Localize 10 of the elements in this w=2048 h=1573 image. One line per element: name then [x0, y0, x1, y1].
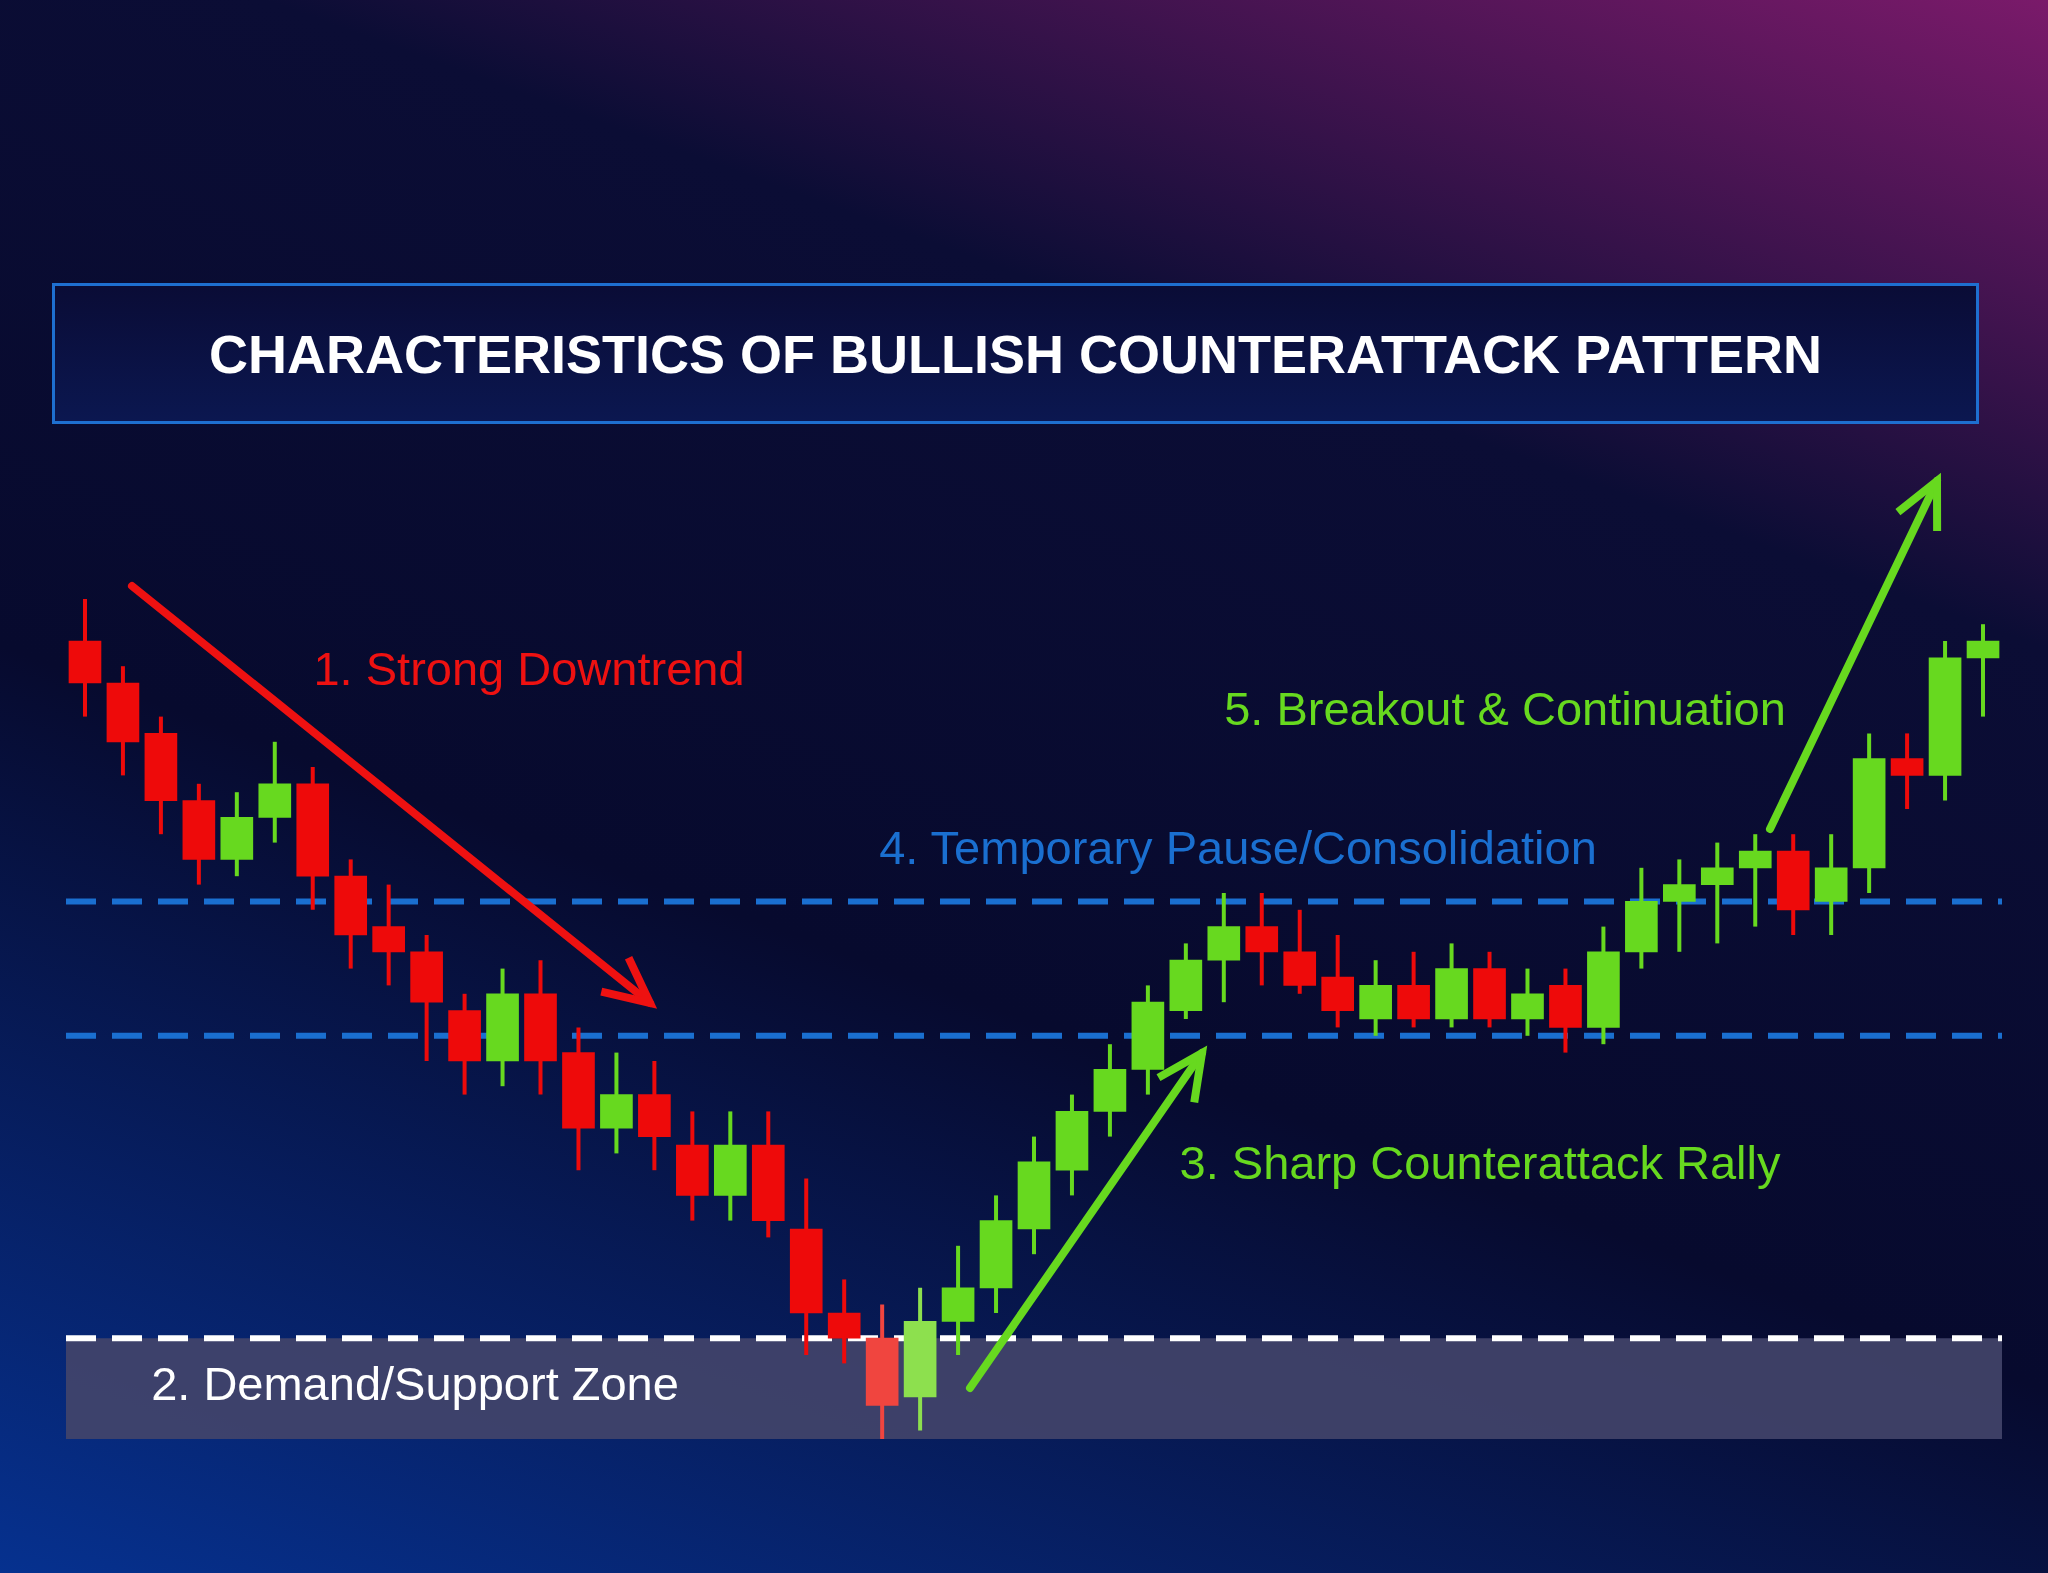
candlestick [1700, 842, 1734, 944]
band-label: 2. Demand/Support Zone [151, 1356, 679, 1410]
candlestick [1966, 624, 2000, 717]
candlestick [1738, 834, 1772, 927]
annotation: 3. Sharp Counterattack Rally [1179, 1135, 1781, 1189]
annotation: 5. Breakout & Continuation [1224, 681, 1786, 735]
annotation: 1. Strong Downtrend [313, 641, 745, 695]
candlestick [1663, 859, 1696, 952]
chart-title: CHARACTERISTICS OF BULLISH COUNTERATTACK PATTERN [209, 322, 1822, 385]
ref-line-label: 4. Temporary Pause/Consolidation [879, 820, 1597, 874]
